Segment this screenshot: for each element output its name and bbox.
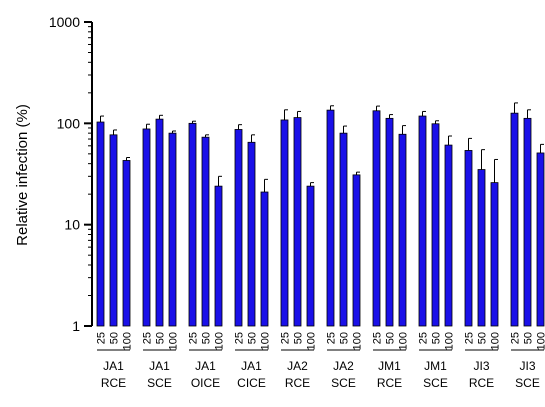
dose-label: 100	[168, 332, 180, 350]
y-tick-label: 100	[57, 115, 81, 131]
dose-label: 25	[96, 332, 108, 344]
group-label-line1: JA1	[103, 359, 124, 373]
bar	[464, 150, 473, 327]
bar	[214, 185, 223, 327]
dose-label: 50	[385, 332, 397, 344]
bar	[142, 128, 151, 327]
group-label-line1: JA1	[149, 359, 170, 373]
dose-label: 100	[398, 332, 410, 350]
group-label-line1: JA1	[195, 359, 216, 373]
dose-label: 50	[431, 332, 443, 344]
group-label-line2: SCE	[423, 376, 448, 390]
dose-label: 25	[188, 332, 200, 344]
dose-label: 100	[214, 332, 226, 350]
bar	[352, 174, 361, 327]
dose-label: 50	[477, 332, 489, 344]
group-label-line2: RCE	[469, 376, 494, 390]
bar	[201, 136, 210, 327]
group-label-line2: RCE	[285, 376, 310, 390]
bar	[398, 133, 407, 327]
bar	[168, 132, 177, 327]
dose-label: 50	[109, 332, 121, 344]
dose-label: 50	[339, 332, 351, 344]
bar	[385, 117, 394, 327]
dose-label: 50	[523, 332, 535, 344]
dose-label: 50	[155, 332, 167, 344]
y-tick-label: 1	[72, 318, 80, 334]
dose-label: 25	[464, 332, 476, 344]
bar	[247, 141, 256, 327]
dose-label: 100	[260, 332, 272, 350]
group-label-line2: CICE	[237, 376, 266, 390]
bar	[96, 121, 105, 327]
dose-label: 50	[247, 332, 259, 344]
bar	[477, 169, 486, 327]
group-label-line1: JM1	[424, 359, 447, 373]
group-label-line2: SCE	[331, 376, 356, 390]
bar	[109, 134, 118, 327]
bar	[155, 118, 164, 327]
bar	[306, 185, 315, 327]
dose-label: 25	[510, 332, 522, 344]
dose-label: 100	[122, 332, 134, 350]
bar	[372, 110, 381, 327]
bar	[293, 117, 302, 327]
group-label-line2: RCE	[101, 376, 126, 390]
dose-label: 25	[418, 332, 430, 344]
dose-label: 25	[142, 332, 154, 344]
group-label-line2: OICE	[191, 376, 220, 390]
dose-label: 50	[293, 332, 305, 344]
bar	[260, 191, 269, 327]
bar	[490, 182, 499, 327]
group-label-line1: JM1	[378, 359, 401, 373]
bar	[431, 123, 440, 327]
group-label-line2: SCE	[515, 376, 540, 390]
dose-label: 100	[490, 332, 502, 350]
group-label-line1: JI3	[473, 359, 489, 373]
dose-label: 25	[234, 332, 246, 344]
dose-label: 25	[372, 332, 384, 344]
dose-label: 25	[280, 332, 292, 344]
group-label-line2: SCE	[147, 376, 172, 390]
group-label-line1: JA1	[241, 359, 262, 373]
dose-label: 50	[201, 332, 213, 344]
bars	[96, 102, 545, 327]
bar	[523, 117, 532, 327]
bar	[418, 115, 427, 327]
bar	[280, 119, 289, 327]
axes: 1 10 100 1000	[49, 14, 93, 334]
dose-label: 100	[352, 332, 364, 350]
bar	[234, 129, 243, 327]
bar	[326, 109, 335, 327]
group-label-line1: JI3	[519, 359, 535, 373]
group-label-line1: JA2	[333, 359, 354, 373]
dose-label: 100	[444, 332, 456, 350]
dose-label: 100	[536, 332, 545, 350]
group-label-line2: RCE	[377, 376, 402, 390]
dose-label: 25	[326, 332, 338, 344]
bar	[536, 152, 545, 327]
y-tick-label: 10	[64, 217, 80, 233]
dose-label: 100	[306, 332, 318, 350]
bar	[510, 112, 519, 327]
bar	[444, 144, 453, 327]
group-label-line1: JA2	[287, 359, 308, 373]
y-axis-label: Relative infection (%)	[14, 104, 31, 246]
bar	[122, 160, 131, 327]
bar	[188, 122, 197, 327]
y-tick-label: 1000	[49, 14, 80, 30]
bar	[339, 132, 348, 327]
